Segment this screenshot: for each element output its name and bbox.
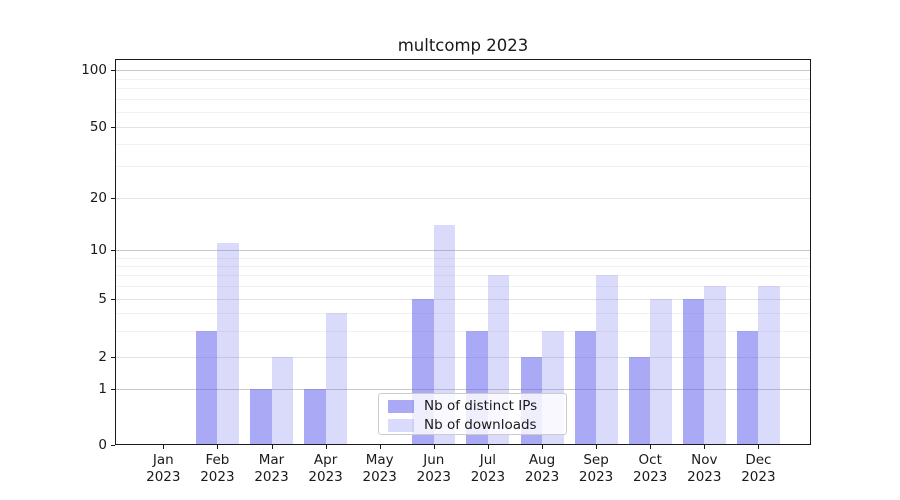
bar-nb-of-downloads-nov-2023: [704, 286, 726, 445]
y-tick-50: [111, 126, 115, 128]
y-tick-label-10: 10: [89, 242, 107, 259]
bar-nb-of-distinct-ips-dec-2023: [736, 331, 759, 445]
bar-nb-of-downloads-feb-2023: [217, 243, 239, 445]
x-tick-label-may-2023: May 2023: [362, 452, 397, 485]
gridline-50: [115, 126, 811, 128]
x-tick-oct-2023: [650, 445, 652, 449]
x-tick-feb-2023: [217, 445, 219, 449]
y-tick-label-20: 20: [89, 189, 107, 206]
y-tick-label-0: 0: [98, 437, 107, 453]
bar-nb-of-downloads-dec-2023: [758, 286, 780, 445]
gridline-90: [115, 78, 811, 80]
x-tick-label-aug-2023: Aug 2023: [524, 452, 560, 485]
y-tick-label-50: 50: [89, 118, 107, 135]
gridline-10: [115, 250, 811, 252]
bar-nb-of-downloads-mar-2023: [271, 356, 293, 445]
x-tick-label-dec-2023: Dec 2023: [741, 452, 776, 485]
x-tick-label-mar-2023: Mar 2023: [254, 452, 289, 485]
x-tick-apr-2023: [325, 445, 327, 449]
bar-nb-of-downloads-sep-2023: [596, 275, 618, 445]
bar-nb-of-distinct-ips-sep-2023: [574, 331, 597, 445]
legend-label-downloads: Nb of downloads: [424, 417, 537, 433]
bar-nb-of-distinct-ips-apr-2023: [304, 389, 326, 445]
chart-title: multcomp 2023: [397, 36, 529, 55]
x-tick-nov-2023: [704, 445, 706, 449]
x-tick-aug-2023: [542, 445, 543, 449]
x-tick-label-apr-2023: Apr 2023: [308, 452, 343, 485]
y-tick-100: [111, 70, 115, 71]
bar-nb-of-distinct-ips-oct-2023: [628, 356, 651, 445]
gridline-6: [115, 286, 811, 288]
plot-area: [115, 59, 811, 445]
y-tick-0: [111, 445, 115, 446]
x-tick-mar-2023: [271, 445, 273, 449]
legend-swatch-distinct-ips: [388, 399, 414, 413]
bar-nb-of-distinct-ips-mar-2023: [250, 389, 272, 445]
x-tick-label-jul-2023: Jul 2023: [470, 452, 506, 485]
gridline-5: [115, 299, 811, 300]
y-tick-20: [111, 197, 115, 199]
gridline-40: [115, 143, 811, 145]
y-tick-label-100: 100: [81, 62, 107, 78]
bar-nb-of-downloads-jun-2023: [433, 224, 456, 445]
bar-nb-of-downloads-apr-2023: [325, 313, 348, 445]
x-tick-may-2023: [379, 445, 381, 449]
gridline-2: [115, 356, 811, 358]
gridline-70: [115, 99, 811, 101]
legend-entry-downloads: Nb of downloads: [379, 416, 566, 434]
y-tick-1: [111, 389, 115, 390]
legend-swatch-downloads: [388, 418, 414, 432]
gridline-30: [115, 166, 811, 168]
bar-nb-of-distinct-ips-feb-2023: [195, 331, 218, 445]
x-tick-label-feb-2023: Feb 2023: [200, 452, 235, 485]
legend: Nb of distinct IPs Nb of downloads: [378, 393, 567, 435]
y-tick-2: [111, 356, 115, 358]
bar-nb-of-downloads-oct-2023: [650, 299, 672, 445]
x-tick-dec-2023: [758, 445, 760, 449]
gridline-60: [115, 111, 811, 113]
x-tick-label-sep-2023: Sep 2023: [578, 452, 614, 485]
y-tick-10: [111, 250, 115, 252]
x-tick-label-jun-2023: Jun 2023: [416, 452, 451, 485]
bar-nb-of-distinct-ips-nov-2023: [682, 299, 705, 445]
x-tick-label-oct-2023: Oct 2023: [633, 452, 668, 485]
legend-entry-distinct-ips: Nb of distinct IPs: [379, 397, 566, 415]
gridline-9: [115, 257, 811, 259]
y-tick-5: [111, 299, 115, 300]
gridline-4: [115, 313, 811, 314]
gridline-100: [115, 70, 811, 71]
gridline-1: [115, 389, 811, 390]
gridline-80: [115, 88, 811, 90]
gridline-3: [115, 331, 811, 333]
x-tick-jun-2023: [433, 445, 435, 449]
x-tick-jan-2023: [163, 445, 165, 449]
y-tick-label-5: 5: [98, 291, 107, 307]
legend-label-distinct-ips: Nb of distinct IPs: [424, 398, 538, 414]
x-tick-label-nov-2023: Nov 2023: [687, 452, 722, 485]
gridline-7: [115, 275, 811, 277]
y-tick-label-2: 2: [98, 348, 107, 365]
x-tick-label-jan-2023: Jan 2023: [146, 452, 181, 485]
gridline-8: [115, 265, 811, 267]
gridline-20: [115, 197, 811, 199]
x-tick-sep-2023: [596, 445, 598, 449]
y-tick-label-1: 1: [98, 381, 107, 397]
x-tick-jul-2023: [487, 445, 489, 449]
